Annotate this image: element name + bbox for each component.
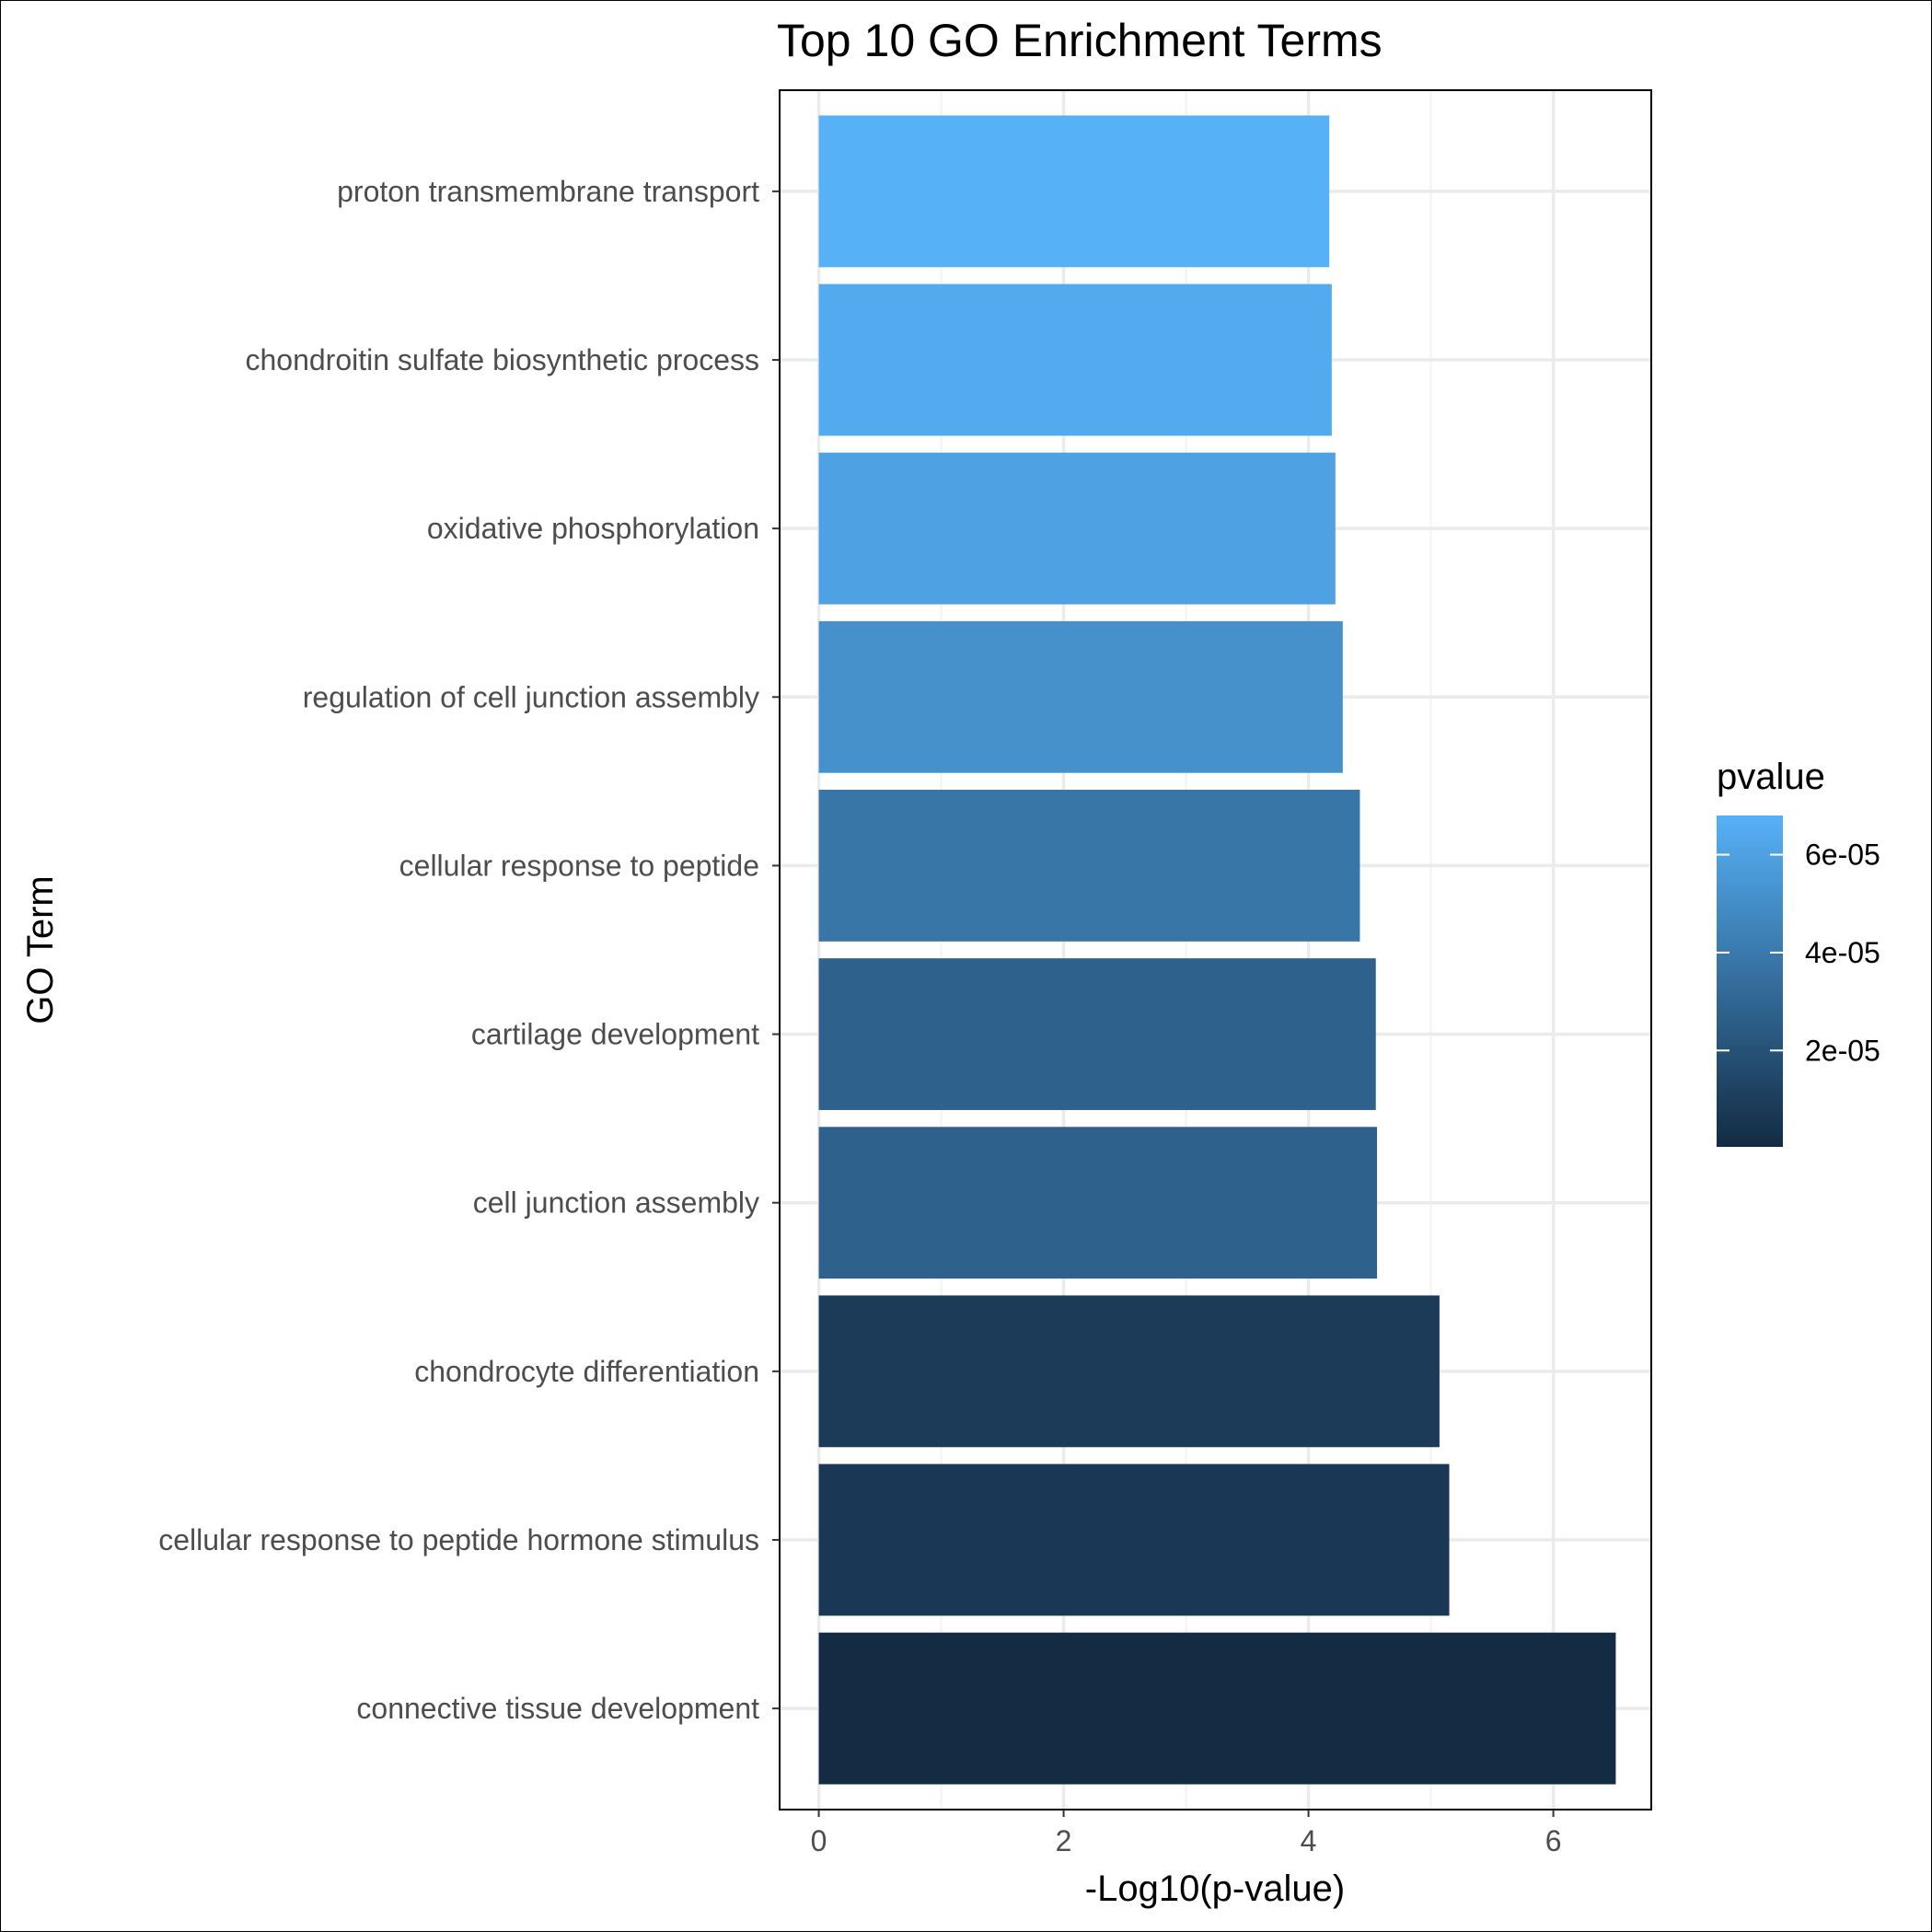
legend-tick-label: 6e-05 — [1805, 839, 1880, 872]
y-tick-label: proton transmembrane transport — [337, 175, 759, 208]
bar — [818, 452, 1336, 605]
x-tick-label: 0 — [811, 1824, 827, 1857]
bar — [818, 1632, 1616, 1785]
y-tick-label: regulation of cell junction assembly — [303, 680, 759, 713]
bar — [818, 1295, 1440, 1448]
chart-title: Top 10 GO Enrichment Terms — [777, 15, 1382, 66]
x-axis: 0 2 4 6 — [811, 1810, 1562, 1857]
bar — [818, 1127, 1378, 1279]
y-tick-label: cellular response to peptide — [399, 849, 759, 882]
y-tick-label: cell junction assembly — [473, 1186, 759, 1220]
y-tick-label: oxidative phosphorylation — [427, 512, 759, 545]
bar — [818, 620, 1343, 773]
panel-border — [779, 89, 1652, 1811]
legend-title: pvalue — [1717, 757, 1825, 797]
x-tick-label: 6 — [1545, 1824, 1562, 1857]
color-legend: pvalue 2e-05 4e-05 6e-05 — [1717, 757, 1880, 1147]
x-tick-label: 2 — [1056, 1824, 1072, 1857]
legend-ticks: 2e-05 4e-05 6e-05 — [1717, 839, 1880, 1067]
y-axis: proton transmembrane transport chondroiti… — [158, 175, 780, 1725]
legend-colorbar — [1717, 816, 1783, 1147]
legend-tick-label: 2e-05 — [1805, 1034, 1880, 1067]
plot-panel — [779, 89, 1652, 1811]
bar — [818, 790, 1360, 942]
y-tick-label: chondroitin sulfate biosynthetic process — [245, 343, 759, 376]
bar — [818, 958, 1376, 1110]
y-axis-title: GO Term — [20, 875, 61, 1024]
bars — [818, 115, 1616, 1785]
y-tick-label: chondrocyte differentiation — [414, 1355, 759, 1388]
x-axis-title: -Log10(p-value) — [1085, 1868, 1345, 1909]
bar — [818, 115, 1330, 268]
x-tick-label: 4 — [1301, 1824, 1317, 1857]
bar — [818, 283, 1332, 436]
y-tick-label: cellular response to peptide hormone sti… — [158, 1523, 759, 1556]
bar — [818, 1463, 1450, 1616]
y-tick-label: cartilage development — [471, 1018, 759, 1051]
y-tick-label: connective tissue development — [356, 1692, 759, 1725]
legend-tick-label: 4e-05 — [1805, 936, 1880, 969]
